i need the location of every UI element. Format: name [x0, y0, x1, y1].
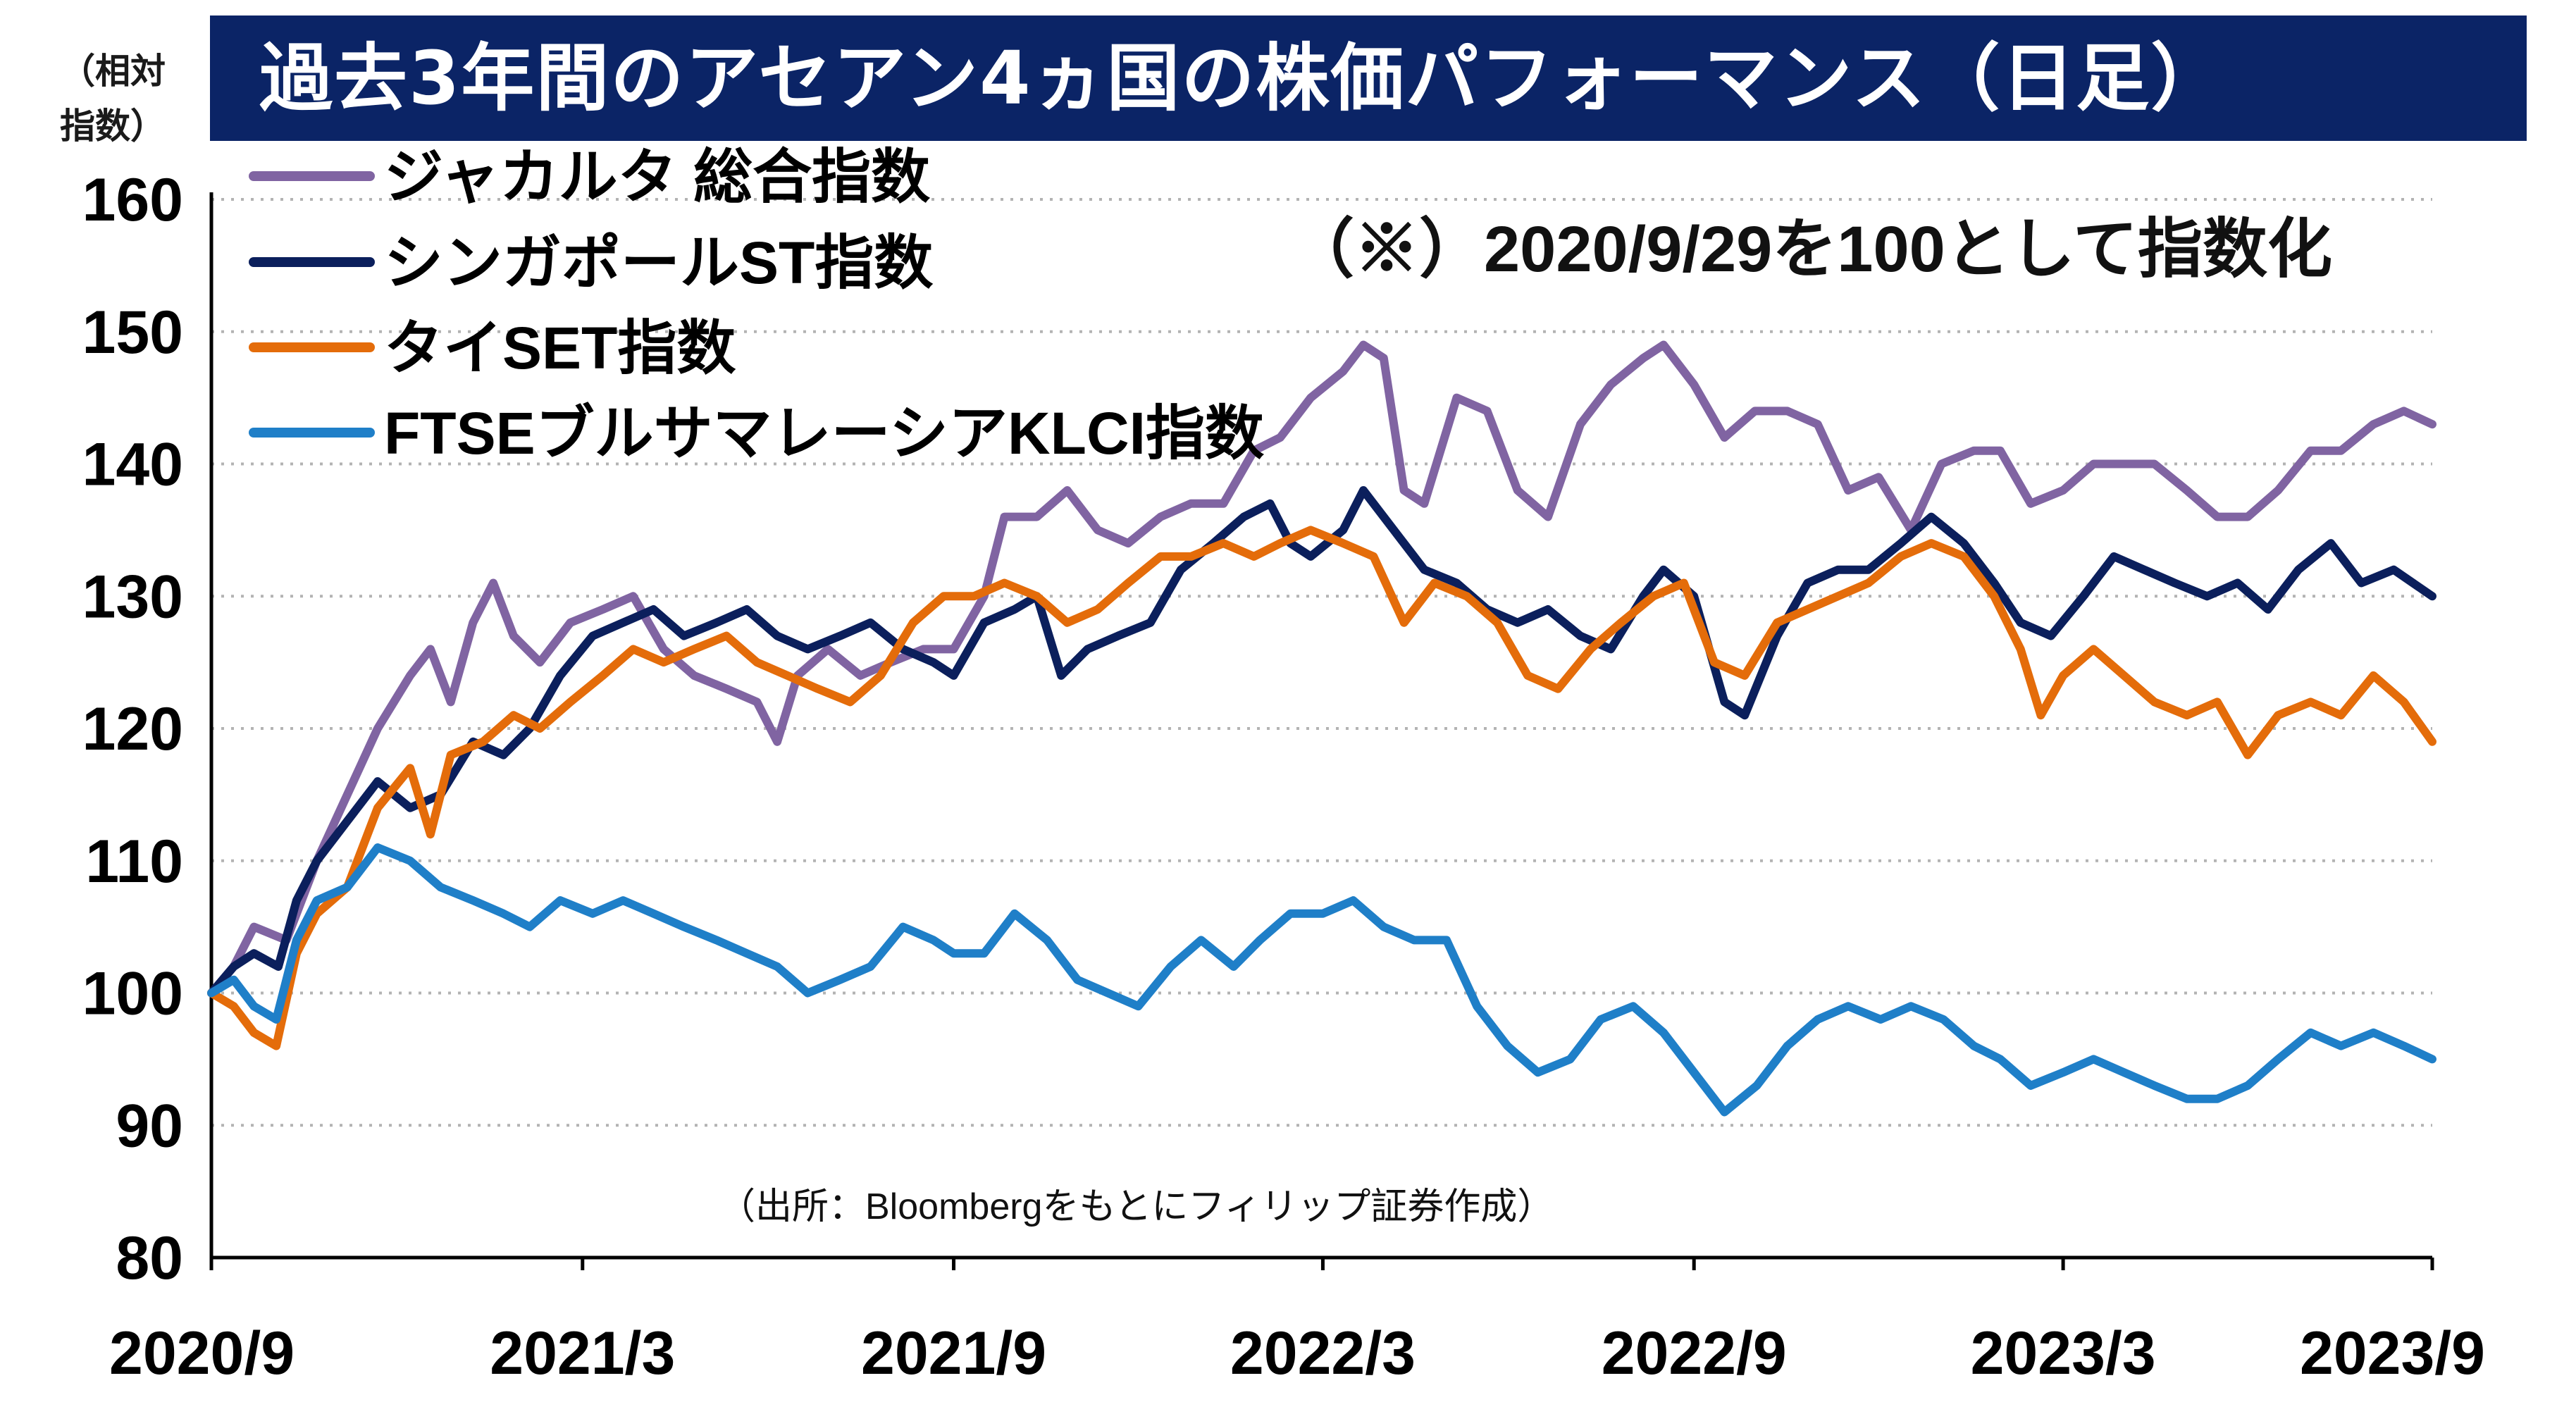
x-tick-label-1: 2021/3 [490, 1320, 675, 1387]
series-line-3 [207, 843, 2436, 1117]
legend-label-1: シンガポールST指数 [384, 230, 933, 296]
x-tick-label-6: 2023/9 [2300, 1320, 2485, 1387]
chart-title: 過去3年間のアセアン4ヵ国の株価パフォーマンス（日足） [259, 35, 2226, 121]
y-tick-label-80: 80 [116, 1224, 183, 1292]
y-tick-label-110: 110 [85, 828, 183, 895]
y-tick-label-150: 150 [82, 299, 184, 366]
series-line-2 [207, 526, 2436, 1050]
axes: 80 90 100 110 120 130 140 150 160 2020/9 2021/3 202… [82, 166, 2486, 1387]
legend-label-3: FTSEブルサマレーシアKLCI指数 [384, 400, 1264, 466]
x-tick-label-2: 2021/9 [861, 1320, 1046, 1387]
y-axis-unit-label: （相対 指数） [60, 51, 166, 147]
x-tick-label-4: 2022/9 [1602, 1320, 1787, 1387]
legend-label-2: タイSET指数 [384, 315, 736, 381]
title-banner: 過去3年間のアセアン4ヵ国の株価パフォーマンス（日足） [210, 15, 2527, 141]
y-tick-label-100: 100 [82, 960, 184, 1028]
y-tick-label-90: 90 [116, 1092, 183, 1160]
series-lines [207, 340, 2436, 1117]
series-line-0 [207, 340, 2436, 998]
legend-label-0: ジャカルタ 総合指数 [384, 144, 930, 210]
y-tick-label-120: 120 [82, 695, 184, 763]
x-tick-label-3: 2022/3 [1230, 1320, 1416, 1387]
normalization-note: （※）2020/9/29を100として指数化 [1289, 213, 2332, 285]
source-note: （出所：Bloombergをもとにフィリップ証券作成） [719, 1186, 1554, 1227]
y-tick-label-140: 140 [82, 431, 184, 499]
x-tick-label-0: 2020/9 [109, 1320, 295, 1387]
y-tick-label-130: 130 [82, 563, 184, 631]
y-tick-label-160: 160 [82, 166, 184, 234]
x-tick-label-5: 2023/3 [1971, 1320, 2156, 1387]
